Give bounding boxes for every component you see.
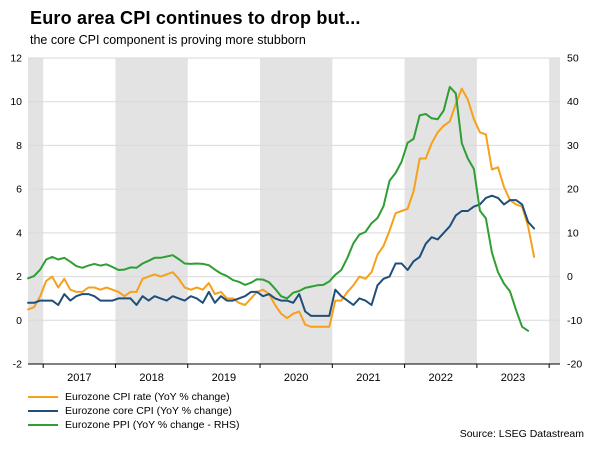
x-axis-tick-label: 2018 bbox=[139, 372, 163, 384]
year-shading-band bbox=[115, 58, 188, 364]
left-axis-tick-label: -2 bbox=[13, 359, 22, 371]
legend-line-swatch bbox=[28, 410, 58, 412]
left-axis-tick-label: 0 bbox=[16, 315, 22, 327]
left-axis-tick-label: 12 bbox=[10, 53, 22, 65]
left-axis-tick-label: 2 bbox=[16, 271, 22, 283]
x-axis-tick-label: 2021 bbox=[356, 372, 380, 384]
core-cpi-line bbox=[27, 194, 536, 317]
legend-line-swatch bbox=[28, 396, 58, 398]
chart-subtitle: the core CPI component is proving more s… bbox=[30, 33, 306, 47]
right-axis-tick-label: 20 bbox=[567, 184, 579, 196]
right-axis-tick-label: 0 bbox=[567, 271, 573, 283]
right-axis-tick-label: 40 bbox=[567, 96, 579, 108]
x-axis-tick-label: 2020 bbox=[284, 372, 308, 384]
legend-label: Eurozone PPI (YoY % change - RHS) bbox=[65, 419, 240, 431]
year-shading-band bbox=[549, 58, 560, 364]
year-shading-band bbox=[260, 58, 333, 364]
legend-label: Eurozone core CPI (YoY % change) bbox=[65, 405, 232, 417]
x-axis-tick-label: 2022 bbox=[428, 372, 452, 384]
legend: Eurozone CPI rate (YoY % change) Eurozone… bbox=[28, 390, 240, 432]
legend-line-swatch bbox=[28, 424, 58, 426]
legend-label: Eurozone CPI rate (YoY % change) bbox=[65, 391, 230, 403]
x-axis-tick-label: 2017 bbox=[67, 372, 91, 384]
legend-item-cpi-rate: Eurozone CPI rate (YoY % change) bbox=[28, 390, 240, 404]
right-axis-tick-label: -20 bbox=[567, 359, 582, 371]
right-axis-tick-label: 10 bbox=[567, 227, 579, 239]
x-axis-tick-label: 2023 bbox=[501, 372, 525, 384]
right-axis-tick-label: 50 bbox=[567, 53, 579, 65]
legend-item-core-cpi: Eurozone core CPI (YoY % change) bbox=[28, 404, 240, 418]
right-axis-tick-label: 30 bbox=[567, 140, 579, 152]
left-axis-tick-label: 8 bbox=[16, 140, 22, 152]
year-shading-band bbox=[28, 58, 44, 364]
right-axis-tick-label: -10 bbox=[567, 315, 582, 327]
cpi-rate-line bbox=[27, 87, 536, 328]
x-axis-tick-label: 2019 bbox=[212, 372, 236, 384]
source-credit: Source: LSEG Datastream bbox=[459, 428, 584, 440]
ppi-line bbox=[27, 85, 530, 332]
chart-title: Euro area CPI continues to drop but... bbox=[30, 8, 361, 28]
left-axis-tick-label: 6 bbox=[16, 184, 22, 196]
left-axis-tick-label: 4 bbox=[16, 227, 22, 239]
legend-item-ppi: Eurozone PPI (YoY % change - RHS) bbox=[28, 418, 240, 432]
left-axis-tick-label: 10 bbox=[10, 96, 22, 108]
